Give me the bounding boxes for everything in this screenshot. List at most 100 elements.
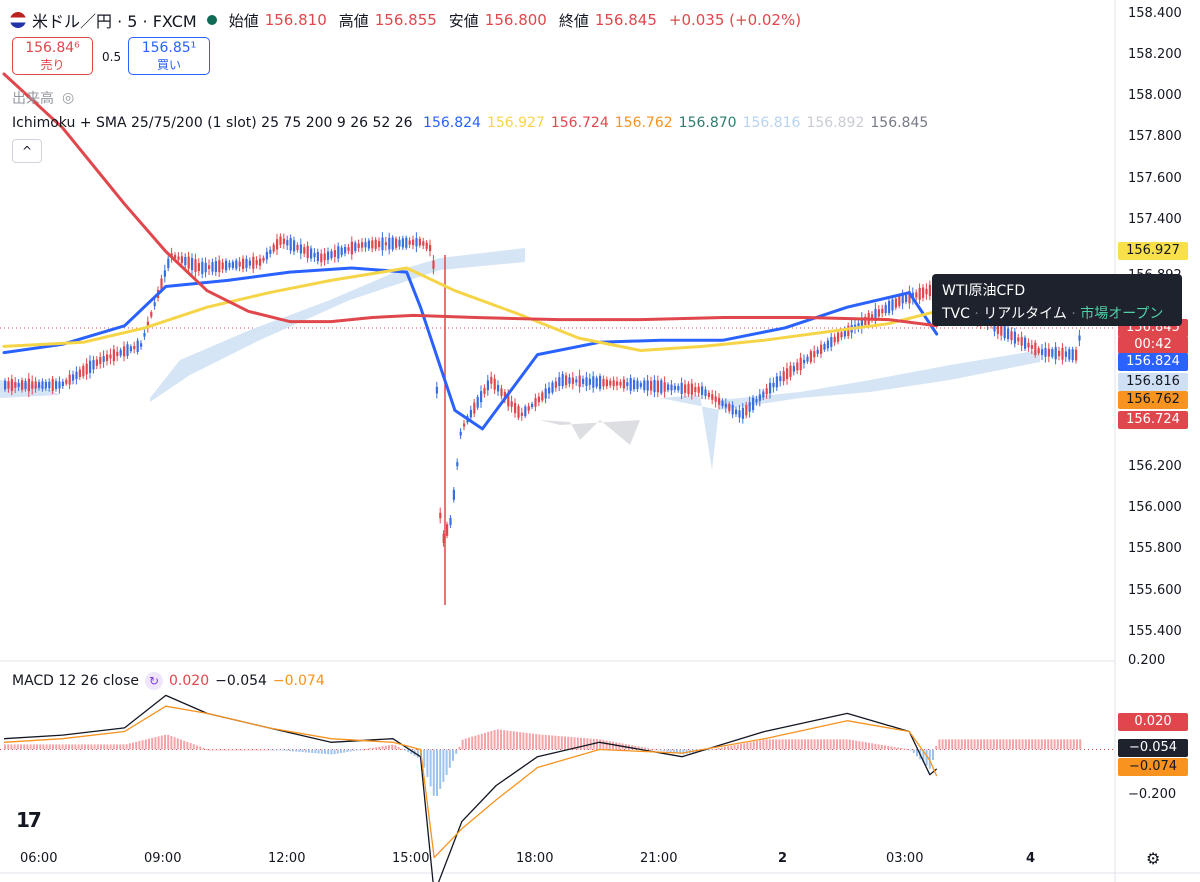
macd-histogram-bar: [1060, 739, 1062, 750]
macd-histogram-bar: [496, 729, 499, 750]
candle: [792, 366, 795, 372]
candle: [279, 236, 282, 245]
us-flag-icon: [10, 12, 26, 28]
candle: [384, 242, 387, 246]
price-tag: 156.762: [1118, 391, 1188, 409]
sell-label: 売り: [40, 58, 65, 72]
indicator-name[interactable]: Ichimoku + SMA 25/75/200 (1 slot) 25 75 …: [12, 115, 413, 131]
price-tag: 156.927: [1118, 242, 1188, 260]
candle: [735, 409, 738, 415]
candle: [507, 393, 510, 407]
sync-icon[interactable]: ↻: [145, 672, 164, 690]
time-axis-label: 03:00: [886, 851, 924, 866]
macd-histogram-bar: [39, 744, 42, 750]
symbol-title[interactable]: 米ドル／円 · 5 · FXCM: [32, 12, 197, 31]
candle: [643, 380, 646, 391]
macd-histogram-bar: [100, 744, 102, 750]
macd-histogram-bar: [752, 741, 755, 750]
candle: [408, 240, 411, 245]
price-axis-label: 157.600: [1128, 171, 1182, 186]
macd-histogram-bar: [84, 744, 86, 750]
buy-label: 買い: [156, 58, 181, 72]
macd-histogram-bar: [653, 749, 656, 751]
candle: [786, 368, 789, 380]
macd-histogram-bar: [596, 739, 598, 750]
macd-histogram-bar: [71, 744, 74, 750]
candle: [690, 383, 693, 395]
collapse-legend-button[interactable]: ^: [12, 139, 42, 163]
candle: [401, 238, 404, 248]
candle: [31, 381, 34, 389]
macd-histogram-bar: [154, 737, 157, 750]
candle: [323, 253, 326, 261]
macd-histogram-bar: [605, 740, 608, 750]
low-value: 156.800: [484, 11, 547, 29]
candle: [374, 239, 377, 249]
macd-histogram-bar: [45, 744, 48, 750]
candle: [898, 296, 901, 307]
macd-histogram-bar: [295, 749, 298, 752]
tradingview-logo[interactable]: 17: [16, 808, 42, 832]
candle: [340, 247, 343, 256]
macd-histogram-bar: [16, 744, 19, 750]
candle: [177, 256, 180, 260]
candle: [449, 517, 452, 526]
macd-histogram-bar: [829, 739, 832, 750]
gear-icon[interactable]: ⚙: [1146, 849, 1161, 868]
macd-histogram-bar: [247, 749, 250, 751]
price-axis-label: 155.800: [1128, 541, 1182, 556]
macd-histogram-bar: [746, 742, 749, 750]
macd-histogram-bar: [903, 748, 906, 750]
macd-histogram-bar: [1012, 739, 1014, 750]
candle: [486, 380, 489, 391]
macd-histogram-bar: [874, 743, 877, 750]
macd-histogram-bar: [439, 749, 442, 789]
price-axis-label: 156.000: [1128, 500, 1182, 515]
macd-histogram-bar: [852, 740, 854, 750]
price-tag: 156.724: [1118, 411, 1188, 429]
macd-histogram-bar: [458, 746, 461, 750]
macd-histogram-bar: [1047, 739, 1050, 750]
macd-histogram-bar: [400, 748, 403, 750]
candle: [860, 317, 863, 328]
candle: [527, 405, 530, 411]
macd-histogram-bar: [938, 739, 941, 750]
candle: [993, 320, 996, 332]
macd-histogram-bar: [928, 749, 931, 769]
candle: [877, 309, 880, 317]
buy-button[interactable]: 156.85¹ 買い: [128, 37, 210, 75]
macd-histogram-bar: [477, 734, 480, 750]
candle: [541, 392, 544, 401]
candle: [667, 384, 670, 391]
buy-price: 156.85¹: [141, 40, 197, 56]
eye-hidden-icon[interactable]: ◎: [62, 90, 75, 106]
symbol-tooltip: WTI原油CFD TVC · リアルタイム · 市場オープン: [932, 274, 1182, 326]
candle: [398, 239, 401, 247]
candle: [459, 431, 462, 436]
macd-histogram-bar: [1008, 739, 1011, 750]
candle: [123, 346, 126, 357]
macd-histogram-bar: [1069, 739, 1072, 750]
candle: [1024, 337, 1027, 349]
candle: [731, 405, 734, 415]
candle: [143, 332, 146, 337]
sell-button[interactable]: 156.84⁶ 売り: [12, 37, 93, 75]
macd-histogram-bar: [576, 737, 579, 750]
macd-histogram-bar: [909, 749, 912, 751]
macd-histogram-bar: [445, 749, 448, 775]
macd-histogram-bar: [231, 749, 234, 751]
indicator-value: 156.892: [806, 115, 865, 131]
macd-histogram-bar: [503, 730, 506, 750]
macd-label[interactable]: MACD 12 26 close: [12, 673, 140, 689]
macd-histogram-bar: [173, 737, 176, 750]
macd-histogram-bar: [871, 743, 874, 750]
candle: [1047, 348, 1050, 357]
candle: [857, 323, 860, 327]
macd-histogram-bar: [1015, 739, 1018, 750]
macd-histogram-bar: [416, 749, 419, 758]
macd-histogram-bar: [263, 749, 266, 751]
candle: [602, 378, 605, 387]
candle: [272, 244, 275, 252]
candle: [803, 359, 806, 364]
